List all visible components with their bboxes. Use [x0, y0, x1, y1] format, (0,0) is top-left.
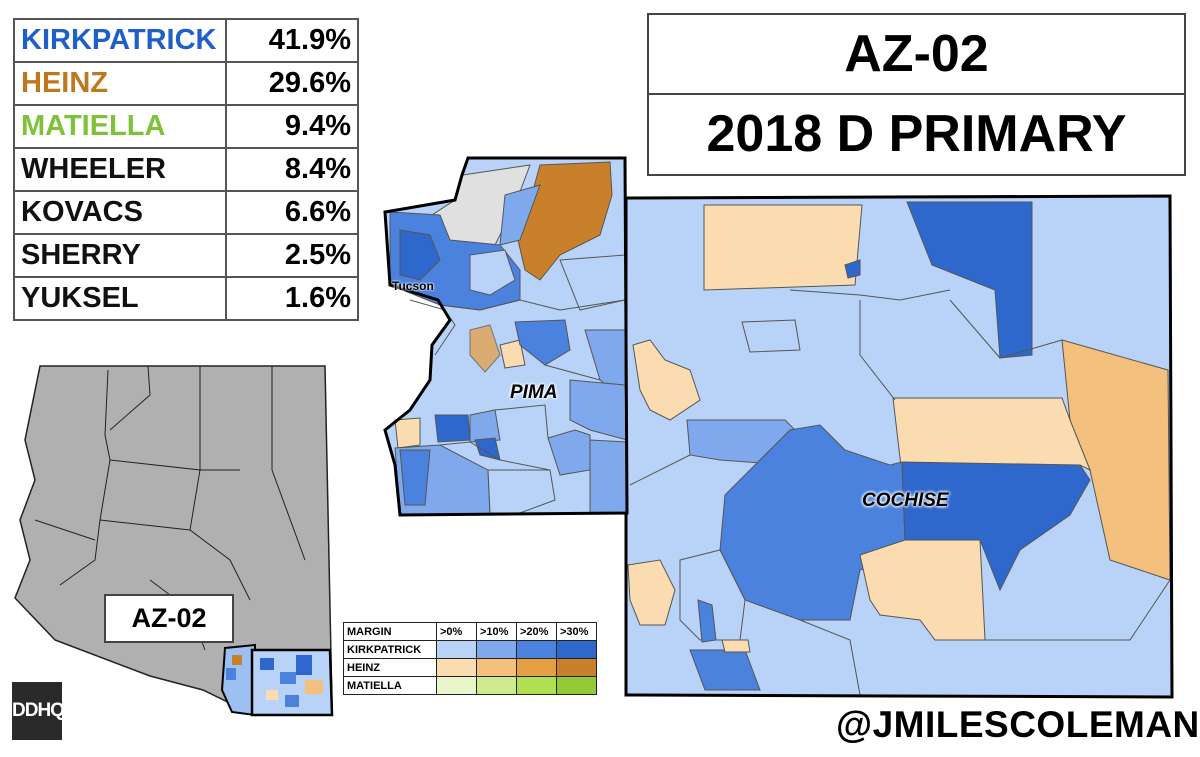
heinz-precinct [394, 417, 421, 449]
candidate-percent: 41.9% [225, 18, 359, 63]
results-table: KIRKPATRICK 41.9% HEINZ 29.6% MATIELLA 9.4% WH… [13, 18, 359, 321]
legend-swatch [516, 658, 557, 677]
pima-label: PIMA [510, 382, 558, 403]
heinz-precinct [627, 559, 676, 626]
candidate-name: SHERRY [13, 233, 227, 278]
candidate-name: MATIELLA [13, 104, 227, 149]
heinz-precinct [632, 339, 701, 421]
inset-district-label: AZ-02 [104, 594, 234, 643]
candidate-percent: 29.6% [225, 61, 359, 106]
result-row: SHERRY 2.5% [13, 233, 359, 278]
legend-bin-label: >0% [436, 622, 477, 641]
cochise-label: COCHISE [862, 490, 949, 511]
heinz-precinct [721, 639, 751, 653]
legend-row: MATIELLA [343, 676, 597, 695]
legend-swatch [476, 640, 517, 659]
legend-swatch [436, 676, 477, 695]
candidate-name: YUKSEL [13, 276, 227, 321]
tucson-label: Tucson [392, 279, 434, 293]
ddhq-logo: DDHQ [12, 682, 65, 740]
kirkpatrick-precinct [434, 414, 471, 443]
candidate-percent: 1.6% [225, 276, 359, 321]
legend-candidate: MATIELLA [343, 676, 437, 695]
result-row: MATIELLA 9.4% [13, 104, 359, 149]
candidate-name: KIRKPATRICK [13, 18, 227, 63]
legend-swatch [516, 640, 557, 659]
kirkpatrick-precinct [469, 249, 516, 296]
result-row: WHEELER 8.4% [13, 147, 359, 192]
author-handle: @JMILESCOLEMAN [836, 704, 1200, 745]
race-title: 2018 D PRIMARY [649, 93, 1184, 173]
legend-candidate: HEINZ [343, 658, 437, 677]
heinz-precinct [499, 339, 526, 369]
heinz-precinct [469, 324, 501, 373]
legend-bin-label: >20% [516, 622, 557, 641]
legend-bin-label: >10% [476, 622, 517, 641]
candidate-percent: 6.6% [225, 190, 359, 235]
district-title: AZ-02 [844, 25, 989, 83]
kirkpatrick-precinct [399, 449, 431, 506]
legend-swatch [556, 658, 597, 677]
kirkpatrick-precinct [399, 229, 441, 281]
kirkpatrick-precinct [589, 439, 628, 514]
legend-swatch [556, 676, 597, 695]
kirkpatrick-precinct [697, 599, 717, 643]
result-row: KOVACS 6.6% [13, 190, 359, 235]
kirkpatrick-precinct [487, 469, 556, 514]
legend-swatch [476, 658, 517, 677]
cochise-county [625, 195, 1173, 698]
result-row: HEINZ 29.6% [13, 61, 359, 106]
pima-county [384, 157, 628, 516]
candidate-percent: 8.4% [225, 147, 359, 192]
kirkpatrick-precinct [741, 319, 801, 353]
candidate-name: KOVACS [13, 190, 227, 235]
candidate-percent: 2.5% [225, 233, 359, 278]
legend-swatch [436, 658, 477, 677]
margin-legend: MARGIN >0% >10% >20% >30% KIRKPATRICK HEINZ M… [343, 622, 597, 695]
legend-bin-label: >30% [556, 622, 597, 641]
legend-swatch [436, 640, 477, 659]
kirkpatrick-precinct [514, 319, 571, 366]
arizona-inset [14, 365, 334, 717]
candidate-name: WHEELER [13, 147, 227, 192]
legend-row: HEINZ [343, 658, 597, 677]
legend-row: KIRKPATRICK [343, 640, 597, 659]
legend-swatch [476, 676, 517, 695]
kirkpatrick-precinct [844, 259, 861, 279]
legend-swatch [516, 676, 557, 695]
candidate-percent: 9.4% [225, 104, 359, 149]
heinz-precinct [703, 204, 863, 291]
candidate-name: HEINZ [13, 61, 227, 106]
legend-candidate: KIRKPATRICK [343, 640, 437, 659]
result-row: KIRKPATRICK 41.9% [13, 18, 359, 63]
legend-swatch [556, 640, 597, 659]
legend-header: MARGIN [343, 622, 437, 641]
heinz-precinct [859, 539, 986, 641]
result-row: YUKSEL 1.6% [13, 276, 359, 321]
title-box: AZ-02 2018 D PRIMARY [647, 13, 1186, 176]
kirkpatrick-precinct [569, 379, 628, 441]
kirkpatrick-precinct [499, 184, 541, 246]
kirkpatrick-precinct [469, 409, 501, 443]
